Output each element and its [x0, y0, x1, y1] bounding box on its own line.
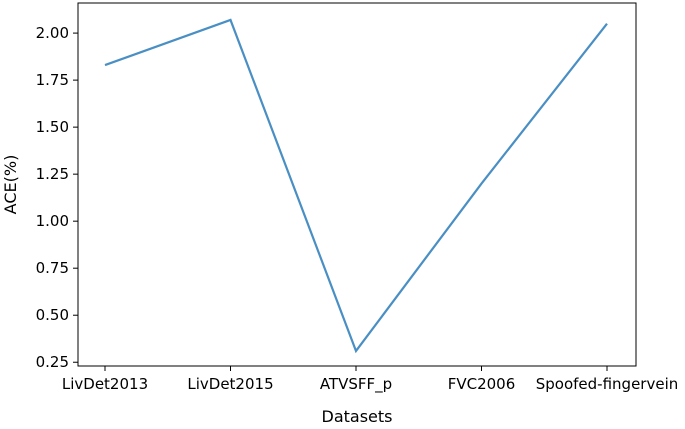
x-tick-label: FVC2006: [448, 375, 516, 393]
x-axis-label: Datasets: [322, 407, 393, 426]
y-tick-label: 0.25: [36, 353, 69, 371]
y-tick-label: 0.75: [36, 259, 69, 277]
y-axis-label: ACE(%): [1, 155, 20, 215]
x-tick-label: LivDet2013: [62, 375, 148, 393]
x-tick-label: ATVSFF_p: [320, 375, 392, 394]
x-tick-label: LivDet2015: [187, 375, 273, 393]
y-tick-label: 1.25: [36, 165, 69, 183]
y-tick-label: 0.50: [36, 306, 69, 324]
series-line: [104, 18, 608, 354]
x-tick-label: Spoofed-fingervein: [536, 375, 679, 393]
y-tick-label: 1.75: [36, 71, 69, 89]
x-axis-ticks: LivDet2013 LivDet2015 ATVSFF_p FVC2006 Spoof…: [62, 366, 678, 394]
plot-frame: [77, 2, 637, 367]
y-axis-ticks: 0.25 0.50 0.75 1.00 1.25 1.50 1.75 2.00: [36, 24, 78, 371]
y-tick-label: 2.00: [36, 24, 69, 42]
y-tick-label: 1.50: [36, 118, 69, 136]
y-tick-label: 1.00: [36, 212, 69, 230]
